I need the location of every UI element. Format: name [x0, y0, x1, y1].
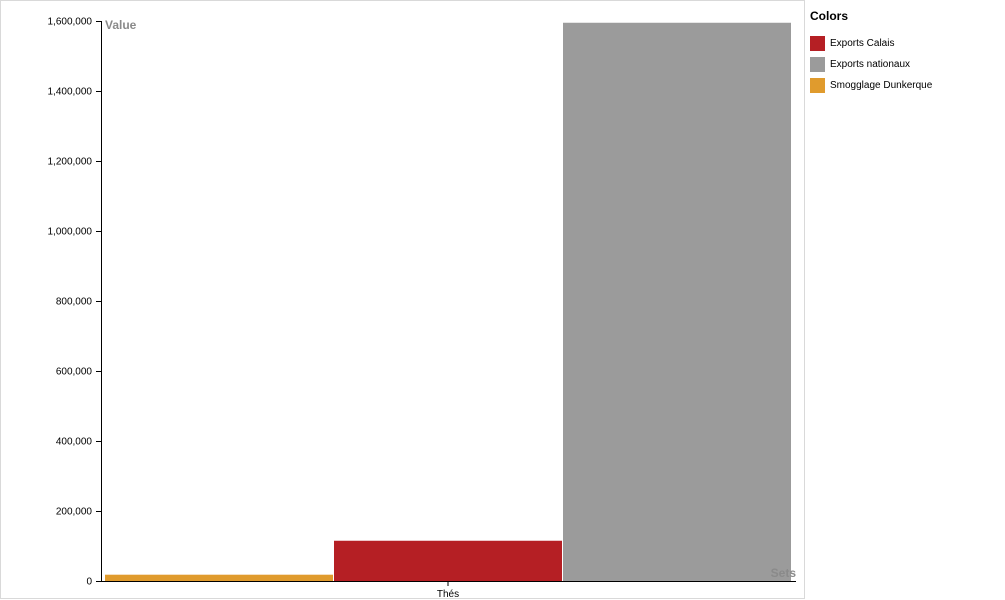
x-tick-label: Thés	[437, 589, 459, 600]
legend: Colors Exports Calais Exports nationaux …	[806, 0, 1005, 600]
legend-item-smogglage-dunkerque: Smogglage Dunkerque	[810, 78, 932, 93]
x-ticks-group: Thés	[437, 581, 459, 600]
legend-label: Smogglage Dunkerque	[830, 80, 933, 91]
legend-label: Exports nationaux	[830, 59, 911, 70]
legend-title: Colors	[810, 9, 849, 23]
y-tick-label: 1,200,000	[48, 157, 93, 168]
legend-swatch	[810, 36, 825, 51]
y-tick-label: 600,000	[56, 367, 93, 378]
bar-chart: 0 200,000 400,000 600,000 800,000 1,000,000 1,…	[48, 17, 797, 600]
y-tick-label: 1,000,000	[48, 227, 93, 238]
bar-exports-nationaux[interactable]	[563, 22, 791, 581]
y-tick-label: 0	[86, 577, 92, 588]
legend-item-exports-nationaux: Exports nationaux	[810, 57, 910, 72]
bar-exports-calais[interactable]	[334, 540, 562, 581]
legend-swatch	[810, 57, 825, 72]
y-tick-label: 200,000	[56, 507, 93, 518]
chart-panel: 0 200,000 400,000 600,000 800,000 1,000,000 1,…	[0, 0, 805, 600]
y-tick-label: 800,000	[56, 297, 93, 308]
legend-item-exports-calais: Exports Calais	[810, 36, 894, 51]
y-tick-label: 1,400,000	[48, 87, 93, 98]
legend-label: Exports Calais	[830, 38, 895, 49]
legend-swatch	[810, 78, 825, 93]
bar-smogglage-dunkerque[interactable]	[105, 574, 333, 581]
y-axis-title: Value	[105, 18, 137, 32]
y-tick-label: 1,600,000	[48, 17, 93, 28]
bars-group	[105, 22, 791, 581]
x-axis-title: Sets	[771, 566, 797, 580]
y-ticks-group: 0 200,000 400,000 600,000 800,000 1,000,000 1,…	[48, 17, 101, 588]
y-tick-label: 400,000	[56, 437, 93, 448]
